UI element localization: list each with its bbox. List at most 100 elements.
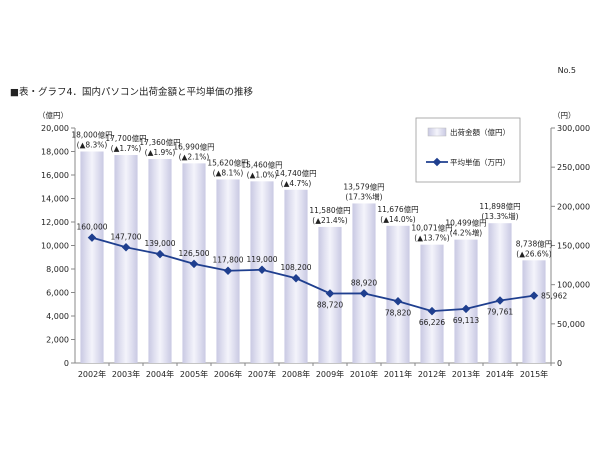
bar-change-label: (▲2.1%) bbox=[179, 152, 210, 161]
line-value-label: 147,700 bbox=[110, 232, 141, 241]
right-tick-label: 0 bbox=[557, 359, 562, 368]
bar-change-label: (13.3%増) bbox=[481, 211, 518, 221]
page-number: No.5 bbox=[557, 66, 576, 75]
bar-change-label: (4.2%増) bbox=[450, 228, 482, 238]
bar-data-label: 13,579億円(17.3%増) bbox=[343, 181, 384, 201]
legend-bar-label: 出荷金額（億円） bbox=[450, 127, 510, 137]
left-tick-label: 4,000 bbox=[46, 312, 69, 321]
chart-title: ■表・グラフ4．国内パソコン出荷金額と平均単価の推移 bbox=[10, 87, 254, 98]
bar bbox=[148, 159, 172, 363]
bar-change-label: (▲4.7%) bbox=[281, 179, 312, 188]
bar-value-label: 10,499億円 bbox=[445, 218, 486, 228]
x-tick-label: 2005年 bbox=[180, 369, 208, 379]
line-value-label: 88,720 bbox=[317, 301, 343, 310]
left-tick-label: 16,000 bbox=[41, 171, 69, 180]
bar bbox=[386, 225, 410, 363]
bar-value-label: 14,740億円 bbox=[275, 168, 316, 178]
bar bbox=[454, 239, 478, 363]
left-tick-label: 0 bbox=[64, 359, 69, 368]
bar-change-label: (▲1.9%) bbox=[145, 148, 176, 157]
line-point bbox=[461, 304, 471, 314]
left-tick-label: 20,000 bbox=[41, 124, 69, 133]
line-value-label: 139,000 bbox=[144, 239, 175, 248]
bar bbox=[488, 223, 512, 363]
bar-value-label: 8,738億円 bbox=[516, 238, 552, 248]
line-point bbox=[87, 233, 97, 242]
line-value-label: 69,113 bbox=[453, 316, 479, 325]
bar-value-label: 15,460億円 bbox=[241, 159, 282, 169]
bar-data-label: 10,499億円(4.2%増) bbox=[445, 218, 486, 238]
bar-change-label: (▲26.6%) bbox=[516, 249, 552, 258]
bar-data-label: 11,580億円(▲21.4%) bbox=[309, 205, 350, 225]
line-point bbox=[495, 296, 505, 305]
bar-data-label: 18,000億円(▲8.3%) bbox=[71, 130, 112, 150]
left-tick-label: 18,000 bbox=[41, 148, 69, 157]
bar-data-label: 11,676億円(▲14.0%) bbox=[377, 204, 418, 224]
x-tick-label: 2006年 bbox=[214, 369, 242, 379]
bar-change-label: (▲21.4%) bbox=[312, 216, 348, 225]
left-tick-label: 6,000 bbox=[46, 289, 69, 298]
line-value-label: 66,226 bbox=[419, 318, 445, 327]
right-tick-label: 200,000 bbox=[557, 202, 590, 211]
bar-data-label: 8,738億円(▲26.6%) bbox=[516, 238, 552, 258]
bar-value-label: 16,990億円 bbox=[173, 141, 214, 151]
bar-value-label: 13,579億円 bbox=[343, 181, 384, 191]
bar bbox=[80, 151, 104, 363]
right-tick-label: 300,000 bbox=[557, 124, 590, 133]
right-tick-label: 50,000 bbox=[557, 320, 585, 329]
x-tick-label: 2008年 bbox=[282, 369, 310, 379]
bar-value-label: 15,620億円 bbox=[207, 157, 248, 167]
left-tick-label: 8,000 bbox=[46, 265, 69, 274]
line-point bbox=[223, 266, 233, 275]
x-tick-label: 2009年 bbox=[316, 369, 344, 379]
bar-change-label: (▲8.3%) bbox=[77, 141, 108, 150]
x-tick-label: 2015年 bbox=[520, 369, 548, 379]
right-tick-label: 250,000 bbox=[557, 163, 590, 172]
line-value-label: 119,000 bbox=[246, 255, 277, 264]
left-tick-label: 2,000 bbox=[46, 336, 69, 345]
bar-value-label: 18,000億円 bbox=[71, 130, 112, 140]
bar-value-label: 10,071億円 bbox=[411, 223, 452, 233]
bar-value-label: 11,676億円 bbox=[377, 204, 418, 214]
line-point bbox=[529, 291, 539, 300]
bar-data-label: 15,460億円(▲1.0%) bbox=[241, 159, 282, 179]
line-value-label: 88,920 bbox=[351, 278, 377, 287]
x-tick-label: 2002年 bbox=[78, 369, 106, 379]
line-point bbox=[291, 274, 301, 283]
legend: 出荷金額（億円） 平均単価（万円） bbox=[415, 117, 521, 183]
left-axis-unit: （億円） bbox=[38, 110, 68, 120]
bar bbox=[114, 155, 138, 363]
line-point bbox=[189, 259, 199, 269]
line-value-label: 126,500 bbox=[178, 249, 209, 258]
line-value-label: 78,820 bbox=[385, 308, 411, 317]
bar bbox=[352, 203, 376, 363]
line-value-label: 108,200 bbox=[280, 263, 311, 272]
bar-data-label: 16,990億円(▲2.1%) bbox=[173, 141, 214, 161]
line-point bbox=[427, 306, 437, 316]
line-value-label: 79,761 bbox=[487, 308, 513, 317]
x-tick-label: 2003年 bbox=[112, 369, 140, 379]
x-tick-label: 2011年 bbox=[384, 369, 412, 379]
legend-bar-swatch bbox=[427, 127, 447, 137]
x-tick-label: 2010年 bbox=[350, 369, 378, 379]
avg-price-line bbox=[91, 236, 535, 313]
x-tick-label: 2007年 bbox=[248, 369, 276, 379]
bar-data-label: 17,700億円(▲1.7%) bbox=[105, 133, 146, 153]
x-tick-label: 2004年 bbox=[146, 369, 174, 379]
legend-line-label: 平均単価（万円） bbox=[450, 157, 510, 167]
x-tick-label: 2014年 bbox=[486, 369, 514, 379]
line-value-label: 160,000 bbox=[76, 223, 107, 232]
bar-change-label: (▲1.7%) bbox=[111, 144, 142, 153]
line-value-label: 117,800 bbox=[212, 256, 243, 265]
right-tick-label: 150,000 bbox=[557, 242, 590, 251]
bar-data-label: 15,620億円(▲8.1%) bbox=[207, 157, 248, 177]
bar-data-label: 10,071億円(▲13.7%) bbox=[411, 223, 452, 243]
bar-data-label: 17,360億円(▲1.9%) bbox=[139, 137, 180, 157]
legend-line-marker bbox=[432, 157, 442, 167]
line-point bbox=[257, 265, 267, 275]
bar-data-label: 11,898億円(13.3%増) bbox=[479, 201, 520, 221]
bar bbox=[522, 260, 546, 363]
line-point bbox=[325, 289, 335, 298]
bar-change-label: (▲8.1%) bbox=[213, 168, 244, 177]
